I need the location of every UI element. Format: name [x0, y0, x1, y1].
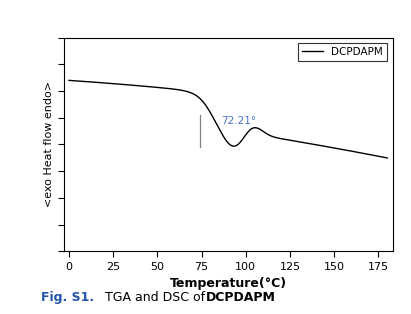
Y-axis label: <exo Heat flow endo>: <exo Heat flow endo> — [44, 81, 54, 208]
Legend: DCPDAPM: DCPDAPM — [298, 43, 387, 61]
X-axis label: Temperature(°C): Temperature(°C) — [170, 277, 286, 290]
Text: DCPDAPM: DCPDAPM — [206, 291, 275, 305]
Text: TGA and DSC of: TGA and DSC of — [101, 291, 209, 305]
Text: 72.21°: 72.21° — [221, 116, 256, 127]
Text: Fig. S1.: Fig. S1. — [41, 291, 94, 305]
